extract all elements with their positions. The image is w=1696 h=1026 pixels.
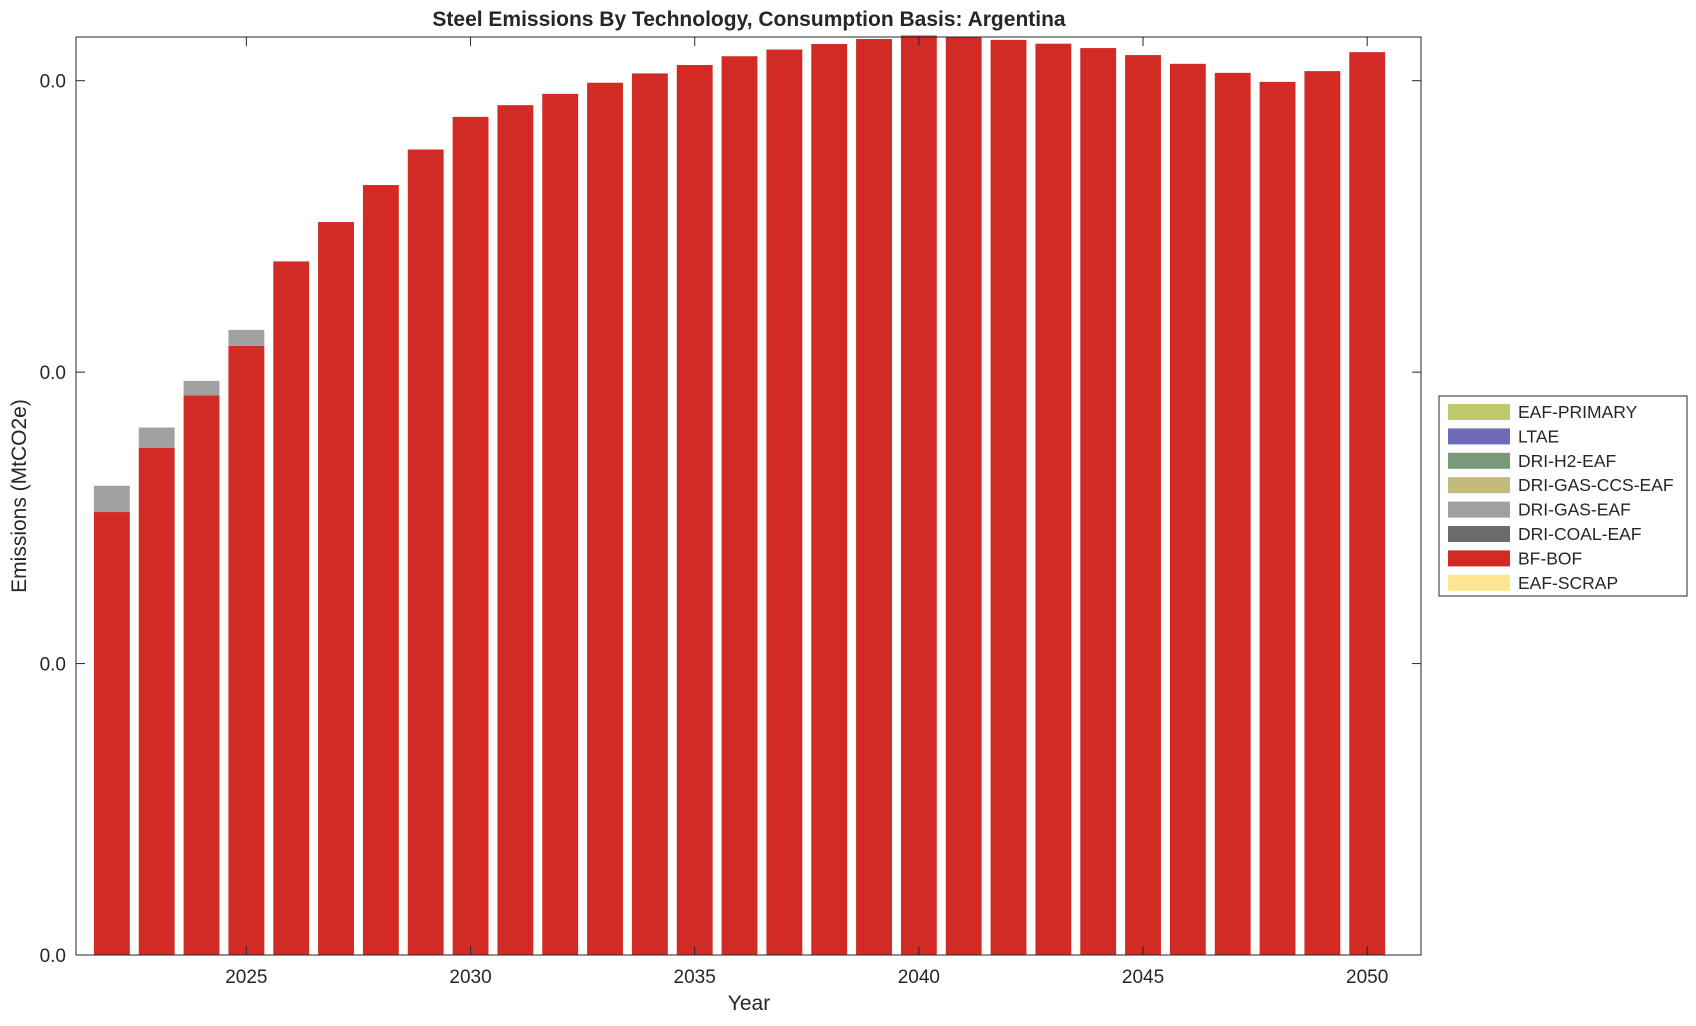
x-tick-label: 2045 — [1122, 967, 1164, 988]
bar-bf-bof-2036 — [721, 56, 758, 956]
bar-bf-bof-2030 — [452, 116, 489, 956]
bar-bf-bof-2038 — [811, 43, 848, 956]
legend-label-dri-gas-eaf: DRI-GAS-EAF — [1518, 500, 1631, 520]
bar-bf-bof-2040 — [900, 35, 937, 956]
bar-dri-gas-eaf-2024 — [183, 380, 220, 396]
legend-swatch-dri-gas-ccs-eaf — [1448, 477, 1510, 494]
chart-title: Steel Emissions By Technology, Consumpti… — [432, 8, 1066, 31]
bar-bf-bof-2041 — [945, 37, 982, 955]
bar-bf-bof-2022 — [93, 512, 130, 955]
bar-dri-gas-eaf-2025 — [228, 329, 265, 346]
x-tick-label: 2030 — [449, 967, 491, 988]
bar-bf-bof-2028 — [362, 185, 399, 956]
plot-area-border — [75, 36, 1422, 956]
bar-bf-bof-2048 — [1259, 81, 1296, 955]
y-tick-label: 0.0 — [40, 946, 66, 967]
x-tick-label: 2040 — [898, 967, 940, 988]
legend-label-bf-bof: BF-BOF — [1518, 548, 1582, 568]
bars-layer — [93, 35, 1386, 956]
bar-bf-bof-2034 — [631, 73, 668, 956]
legend-label-dri-coal-eaf: DRI-COAL-EAF — [1518, 524, 1641, 544]
bar-bf-bof-2039 — [856, 39, 892, 956]
legend-swatch-dri-gas-eaf — [1448, 501, 1510, 518]
ticks-layer: 0.0 0.0 0.0 0.0 2025 2030 2035 2040 2045 2050 — [40, 37, 1421, 988]
bar-bf-bof-2045 — [1125, 55, 1161, 955]
bar-bf-bof-2037 — [766, 49, 803, 955]
bar-bf-bof-2025 — [228, 345, 265, 955]
bar-bf-bof-2042 — [990, 39, 1027, 956]
bar-dri-gas-eaf-2022 — [93, 485, 130, 513]
x-tick-label: 2035 — [674, 967, 716, 988]
bar-bf-bof-2024 — [183, 395, 220, 956]
bar-bf-bof-2027 — [318, 222, 354, 955]
y-axis-label: Emissions (MtCO2e) — [8, 399, 31, 593]
y-tick-label: 0.0 — [40, 363, 66, 384]
legend-label-eaf-primary: EAF-PRIMARY — [1518, 402, 1638, 422]
bar-bf-bof-2049 — [1304, 71, 1341, 956]
bar-bf-bof-2029 — [407, 149, 444, 956]
bar-bf-bof-2031 — [497, 105, 534, 955]
legend-swatch-dri-h2-eaf — [1448, 452, 1510, 469]
bar-bf-bof-2032 — [542, 93, 579, 955]
bar-bf-bof-2033 — [587, 82, 623, 955]
bar-bf-bof-2050 — [1349, 52, 1386, 955]
legend-label-dri-gas-ccs-eaf: DRI-GAS-CCS-EAF — [1518, 475, 1674, 495]
legend-swatch-bf-bof — [1448, 550, 1510, 567]
x-axis-label: Year — [728, 992, 770, 1015]
legend-label-ltae: LTAE — [1518, 426, 1559, 446]
legend-swatch-ltae — [1448, 428, 1510, 445]
legend-items: EAF-PRIMARY LTAE DRI-H2-EAF DRI-GAS-CCS-EAF… — [1448, 402, 1674, 593]
legend-label-dri-h2-eaf: DRI-H2-EAF — [1518, 451, 1616, 471]
legend: EAF-PRIMARY LTAE DRI-H2-EAF DRI-GAS-CCS-EAF… — [1438, 395, 1688, 597]
legend-swatch-eaf-primary — [1448, 404, 1510, 420]
bar-bf-bof-2046 — [1169, 63, 1206, 956]
bar-bf-bof-2044 — [1080, 48, 1117, 955]
x-tick-label: 2025 — [225, 967, 267, 988]
legend-label-eaf-scrap: EAF-SCRAP — [1518, 573, 1618, 593]
y-tick-label: 0.0 — [40, 72, 66, 93]
bar-bf-bof-2035 — [676, 64, 713, 956]
legend-swatch-eaf-scrap — [1448, 574, 1510, 591]
x-tick-label: 2050 — [1346, 967, 1388, 988]
bar-bf-bof-2026 — [273, 261, 310, 955]
bar-dri-gas-eaf-2023 — [138, 427, 175, 448]
bar-bf-bof-2047 — [1214, 72, 1251, 956]
legend-swatch-dri-coal-eaf — [1448, 526, 1510, 542]
bar-bf-bof-2023 — [138, 447, 175, 955]
y-tick-label: 0.0 — [40, 655, 66, 676]
bar-bf-bof-2043 — [1035, 43, 1072, 955]
